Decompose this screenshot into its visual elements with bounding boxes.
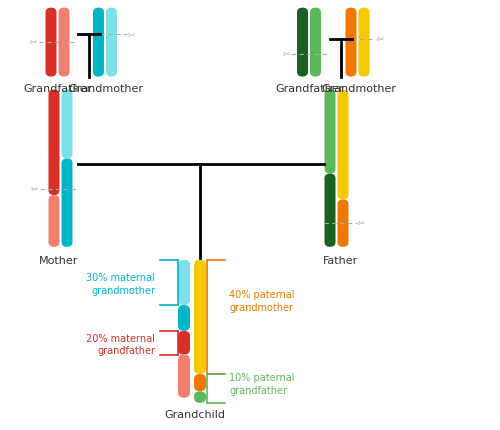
Text: Grandmother: Grandmother [68, 84, 144, 94]
Text: ✂: ✂ [128, 31, 135, 40]
Text: 10% paternal
grandfather: 10% paternal grandfather [229, 372, 294, 395]
Text: Mother: Mother [40, 256, 78, 266]
FancyBboxPatch shape [178, 355, 190, 398]
Text: 40% paternal
grandmother: 40% paternal grandmother [229, 290, 294, 312]
Text: ✂: ✂ [357, 219, 365, 228]
FancyBboxPatch shape [46, 9, 56, 77]
FancyBboxPatch shape [358, 9, 370, 77]
Text: 30% maternal
grandmother: 30% maternal grandmother [86, 273, 155, 295]
FancyBboxPatch shape [346, 9, 356, 77]
FancyBboxPatch shape [178, 331, 190, 355]
Text: Grandfather: Grandfather [24, 84, 92, 94]
FancyBboxPatch shape [194, 391, 206, 403]
FancyBboxPatch shape [178, 260, 190, 305]
Text: 20% maternal
grandfather: 20% maternal grandfather [86, 333, 155, 355]
FancyBboxPatch shape [178, 305, 190, 331]
Text: Grandfather: Grandfather [275, 84, 343, 94]
FancyBboxPatch shape [194, 260, 206, 374]
Text: ✂: ✂ [282, 50, 290, 59]
FancyBboxPatch shape [48, 196, 60, 247]
FancyBboxPatch shape [93, 9, 104, 77]
FancyBboxPatch shape [62, 159, 72, 247]
Text: Grandmother: Grandmother [322, 84, 396, 94]
FancyBboxPatch shape [194, 374, 206, 391]
Text: ✂: ✂ [30, 185, 38, 194]
Text: ✂: ✂ [376, 35, 384, 44]
FancyBboxPatch shape [310, 9, 321, 77]
Text: ✂: ✂ [30, 39, 37, 47]
FancyBboxPatch shape [58, 9, 70, 77]
FancyBboxPatch shape [324, 90, 336, 174]
FancyBboxPatch shape [297, 9, 308, 77]
Text: Father: Father [322, 256, 358, 266]
FancyBboxPatch shape [338, 90, 348, 200]
FancyBboxPatch shape [48, 90, 60, 196]
FancyBboxPatch shape [338, 200, 348, 247]
FancyBboxPatch shape [106, 9, 117, 77]
FancyBboxPatch shape [324, 174, 336, 247]
Text: Grandchild: Grandchild [164, 409, 226, 419]
FancyBboxPatch shape [62, 90, 72, 159]
